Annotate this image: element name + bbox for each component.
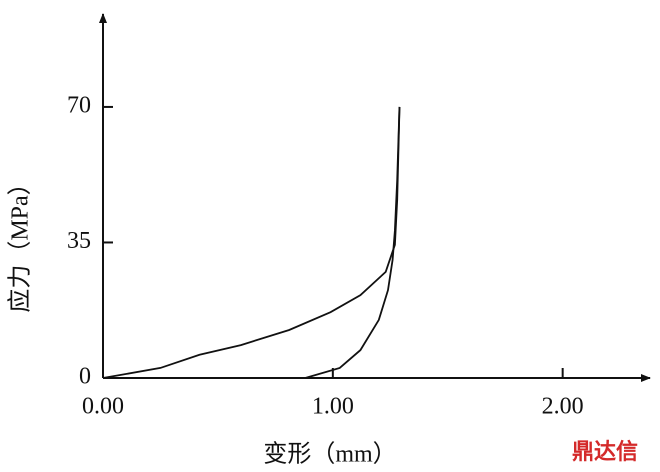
y-axis-label: 应力（MPa）: [7, 171, 34, 312]
x-tick-label: 2.00: [542, 394, 584, 420]
data-line: [102, 106, 401, 379]
watermark: 鼎达信: [572, 439, 638, 465]
x-axis-label: 变形（mm）: [263, 441, 396, 468]
x-tick-label: 0.00: [82, 394, 124, 420]
y-tick-label: 70: [67, 92, 91, 118]
data-line: [304, 106, 401, 379]
x-tick-label: 1.00: [312, 394, 354, 420]
y-tick-label: 35: [67, 228, 91, 254]
y-tick-label: 0: [79, 364, 91, 390]
